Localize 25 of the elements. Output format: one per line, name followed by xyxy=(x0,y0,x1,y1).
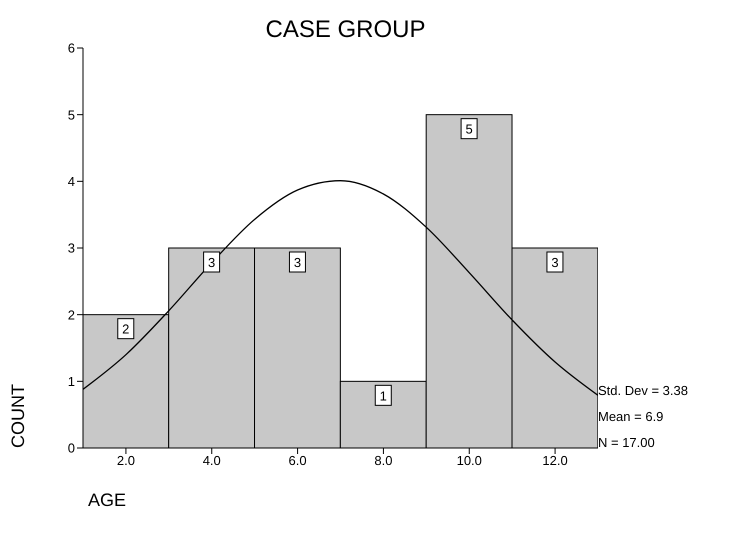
x-axis-title: AGE xyxy=(88,490,126,511)
data-label: 2 xyxy=(122,322,130,337)
y-tick-label: 6 xyxy=(68,40,75,56)
x-tick-label: 12.0 xyxy=(542,453,568,468)
y-tick-label: 0 xyxy=(68,440,75,456)
y-tick-label: 5 xyxy=(68,107,75,122)
data-label: 3 xyxy=(551,255,559,270)
y-tick-label: 1 xyxy=(68,374,75,389)
data-label: 3 xyxy=(294,255,302,270)
annotation: N = 17.00 xyxy=(598,434,656,452)
x-tick-label: 8.0 xyxy=(374,453,392,468)
y-tick-label: 2 xyxy=(68,307,75,322)
data-label: 1 xyxy=(380,388,387,404)
x-tick-label: 4.0 xyxy=(202,453,221,468)
x-tick-label: 2.0 xyxy=(116,453,135,468)
data-label: 3 xyxy=(208,255,216,270)
annotation: Std. Dev = 3.38 xyxy=(598,382,688,400)
x-tick-label: 6.0 xyxy=(288,453,307,468)
x-tick-label: 10.0 xyxy=(456,453,482,468)
y-axis-title: COUNT xyxy=(8,384,29,448)
y-tick-label: 3 xyxy=(68,240,75,256)
chart-title: CASE GROUP xyxy=(264,16,427,44)
annotation: Mean = 6.9 xyxy=(598,408,664,426)
data-label: 5 xyxy=(465,122,473,137)
y-tick-label: 4 xyxy=(68,174,75,189)
